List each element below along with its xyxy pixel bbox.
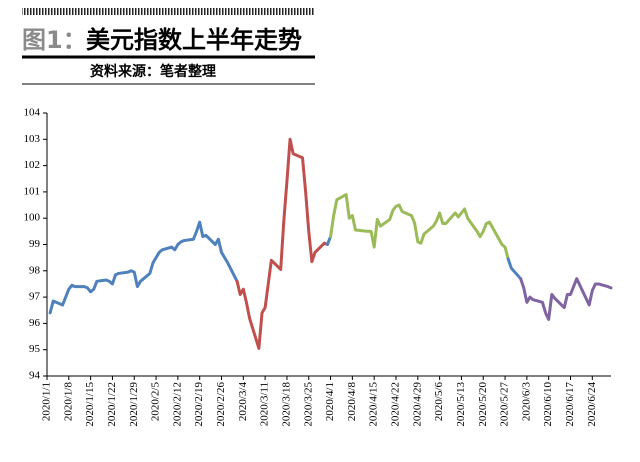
chart-title: 美元指数上半年走势 <box>86 26 302 54</box>
x-tick-label: 2020/5/13 <box>455 382 467 427</box>
x-tick-label: 2020/2/5 <box>150 382 162 422</box>
x-tick-label: 2020/4/1 <box>324 382 336 421</box>
x-tick-label: 2020/3/11 <box>259 382 271 426</box>
series-line <box>506 257 523 281</box>
y-tick-label: 102 <box>24 159 41 171</box>
x-tick-label: 2020/6/24 <box>586 382 598 427</box>
y-tick-label: 94 <box>29 370 41 382</box>
chart-subtitle: 资料来源：笔者整理 <box>90 63 216 80</box>
x-tick-label: 2020/1/29 <box>128 382 140 427</box>
x-tick-label: 2020/2/12 <box>171 382 183 427</box>
y-tick-label: 96 <box>29 317 41 329</box>
series-line <box>48 220 239 315</box>
header-stripe <box>22 8 315 15</box>
x-tick-label: 2020/3/25 <box>302 382 314 427</box>
y-tick-label: 99 <box>29 238 41 250</box>
x-tick-label: 2020/3/18 <box>280 382 292 427</box>
x-tick-label: 2020/5/27 <box>499 382 511 427</box>
x-tick-label: 2020/2/19 <box>193 382 205 427</box>
x-tick-label: 2020/1/1 <box>41 382 53 421</box>
x-tick-label: 2020/5/20 <box>477 382 489 427</box>
y-tick-label: 104 <box>24 107 41 119</box>
x-tick-label: 2020/4/29 <box>411 382 423 427</box>
y-tick-label: 98 <box>29 264 41 276</box>
x-tick-label: 2020/4/8 <box>346 382 358 422</box>
series-line <box>329 193 510 261</box>
y-tick-label: 100 <box>24 212 41 224</box>
x-tick-label: 2020/6/10 <box>542 382 554 427</box>
x-tick-label: 2020/6/17 <box>564 382 576 427</box>
y-tick-label: 97 <box>29 291 41 303</box>
series-line <box>519 277 613 321</box>
y-tick-label: 101 <box>24 185 41 197</box>
x-tick-label: 2020/2/26 <box>215 382 227 427</box>
x-tick-label: 2020/1/15 <box>84 382 96 427</box>
x-tick-label: 2020/1/22 <box>106 382 118 427</box>
figure-label: 图1： <box>22 26 87 54</box>
y-tick-label: 95 <box>29 343 41 355</box>
x-tick-label: 2020/6/3 <box>520 382 532 422</box>
x-tick-label: 2020/4/15 <box>368 382 380 427</box>
x-tick-label: 2020/4/22 <box>390 382 402 427</box>
series-line <box>235 137 329 350</box>
y-tick-label: 103 <box>24 133 41 145</box>
x-tick-label: 2020/1/8 <box>62 382 74 422</box>
x-tick-label: 2020/3/4 <box>237 382 249 422</box>
x-tick-label: 2020/5/6 <box>433 382 445 422</box>
